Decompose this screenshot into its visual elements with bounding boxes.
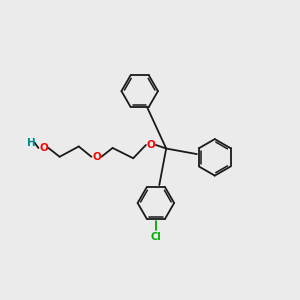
Text: O: O [39, 143, 48, 153]
Text: O: O [146, 140, 155, 150]
Text: Cl: Cl [151, 232, 161, 242]
Text: O: O [92, 152, 101, 162]
Text: H: H [27, 138, 35, 148]
